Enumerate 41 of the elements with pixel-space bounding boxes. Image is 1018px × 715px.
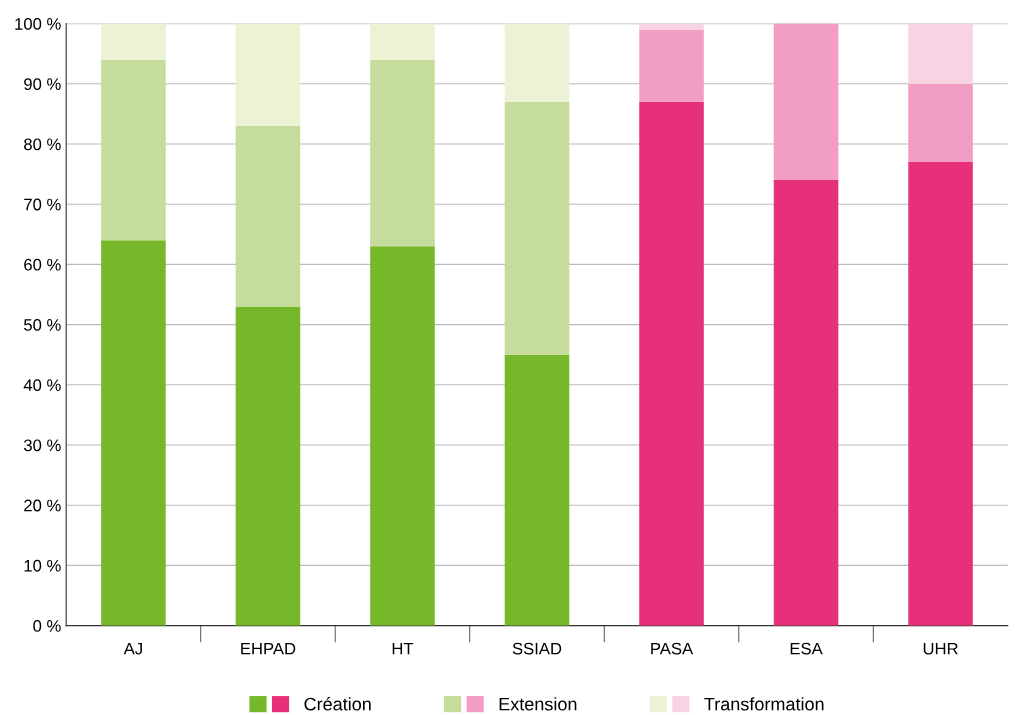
y-tick-label: 100 %: [15, 18, 61, 30]
y-tick-label: 10 %: [24, 559, 61, 572]
bar: [639, 29, 704, 102]
bar: [370, 23, 435, 60]
x-tick-label: EHPAD: [241, 642, 296, 655]
bar: [639, 23, 704, 30]
y-tick-label: 30 %: [23, 439, 61, 452]
y-tick-label: 20 %: [24, 499, 61, 512]
y-tick-label: 0 %: [33, 620, 61, 632]
bar: [235, 306, 301, 626]
y-tick-label: 40 %: [23, 379, 61, 392]
y-tick-label: 90 %: [24, 78, 61, 90]
y-tick-label: 60 %: [24, 258, 61, 271]
legend-label: Transformation: [704, 697, 824, 711]
y-tick-label: 80 %: [24, 138, 61, 151]
x-tick-label: UHR: [923, 642, 958, 655]
bar: [504, 101, 570, 355]
bar: [639, 101, 704, 626]
x-tick-label: HT: [392, 642, 414, 655]
bar: [773, 180, 839, 626]
bar: [101, 240, 166, 626]
legend-label: Extension: [499, 697, 577, 711]
bar: [908, 83, 973, 163]
bar: [235, 125, 301, 307]
bar: [101, 59, 166, 241]
bar: [504, 23, 570, 102]
x-tick-label: ESA: [790, 642, 823, 655]
bar: [504, 354, 570, 626]
bar: [235, 23, 301, 126]
bar: [370, 59, 435, 247]
x-tick-label: AJ: [123, 642, 142, 655]
bar: [908, 162, 973, 626]
legend-label: Création: [304, 697, 371, 711]
bar: [773, 23, 839, 181]
bar: [101, 23, 166, 60]
y-tick-label: 50 %: [23, 319, 61, 331]
y-tick-label: 70 %: [24, 198, 61, 211]
bar: [908, 23, 973, 84]
x-tick-label: SSIAD: [512, 642, 562, 655]
x-tick-label: PASA: [651, 642, 694, 655]
bar: [370, 246, 435, 626]
